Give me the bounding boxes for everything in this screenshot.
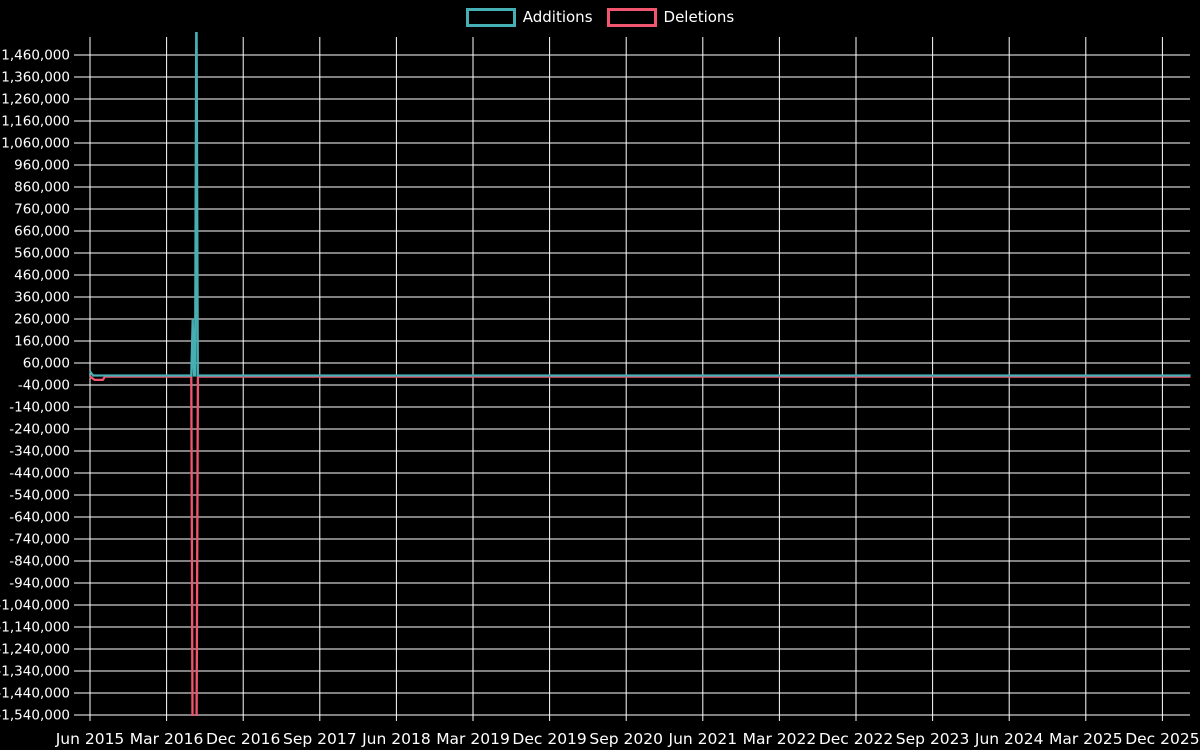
y-tick-label: 260,000 [14, 312, 70, 328]
y-tick-label: 660,000 [14, 224, 70, 240]
x-tick-label: Jun 2024 [974, 730, 1044, 748]
x-tick-label: Dec 2016 [206, 730, 280, 748]
x-tick-label: Sep 2017 [283, 730, 357, 748]
y-tick-label: -440,000 [9, 466, 70, 482]
y-tick-label: -1,240,000 [0, 642, 70, 658]
x-tick-label: Jun 2015 [55, 730, 125, 748]
y-tick-label: -240,000 [9, 422, 70, 438]
x-tick-label: Mar 2025 [1049, 730, 1123, 748]
x-tick-label: Sep 2023 [896, 730, 970, 748]
y-tick-label: -1,040,000 [0, 598, 70, 614]
y-tick-label: 60,000 [23, 356, 70, 372]
x-tick-label: Mar 2016 [130, 730, 204, 748]
y-tick-label: -540,000 [9, 488, 70, 504]
y-tick-label: 160,000 [14, 334, 70, 350]
y-tick-label: 360,000 [14, 290, 70, 306]
y-tick-label: -840,000 [9, 554, 70, 570]
y-tick-label: 1,160,000 [1, 114, 70, 130]
y-tick-label: -1,340,000 [0, 664, 70, 680]
y-tick-label: -340,000 [9, 444, 70, 460]
x-tick-label: Mar 2022 [743, 730, 817, 748]
legend-swatch-additions-icon [465, 8, 516, 27]
y-tick-label: 960,000 [14, 158, 70, 174]
y-tick-label: -1,140,000 [0, 620, 70, 636]
x-tick-label: Mar 2019 [436, 730, 510, 748]
y-tick-label: -1,440,000 [0, 686, 70, 702]
y-tick-label: 1,260,000 [1, 92, 70, 108]
x-tick-label: Dec 2022 [819, 730, 893, 748]
legend: Additions Deletions [0, 8, 1200, 27]
y-tick-label: 1,460,000 [1, 48, 70, 64]
y-tick-label: -40,000 [18, 378, 70, 394]
y-tick-label: -140,000 [9, 400, 70, 416]
y-tick-label: 560,000 [14, 246, 70, 262]
legend-item-additions[interactable]: Additions [465, 8, 593, 27]
legend-label-deletions: Deletions [663, 8, 735, 26]
y-tick-label: -1,540,000 [0, 708, 70, 724]
y-tick-label: 1,360,000 [1, 70, 70, 86]
x-tick-label: Dec 2025 [1125, 730, 1199, 748]
y-tick-label: -940,000 [9, 576, 70, 592]
y-tick-label: 860,000 [14, 180, 70, 196]
y-tick-label: 1,060,000 [1, 136, 70, 152]
x-tick-label: Jun 2018 [361, 730, 431, 748]
y-tick-label: 460,000 [14, 268, 70, 284]
y-tick-label: -640,000 [9, 510, 70, 526]
x-tick-label: Jun 2021 [668, 730, 738, 748]
y-tick-label: 760,000 [14, 202, 70, 218]
legend-item-deletions[interactable]: Deletions [606, 8, 735, 27]
additions-line [89, 32, 1191, 377]
x-tick-label: Sep 2020 [589, 730, 663, 748]
x-tick-label: Dec 2019 [512, 730, 586, 748]
legend-label-additions: Additions [522, 8, 593, 26]
deletions-line [89, 375, 1191, 716]
y-tick-label: -740,000 [9, 532, 70, 548]
legend-swatch-deletions-icon [606, 8, 657, 27]
